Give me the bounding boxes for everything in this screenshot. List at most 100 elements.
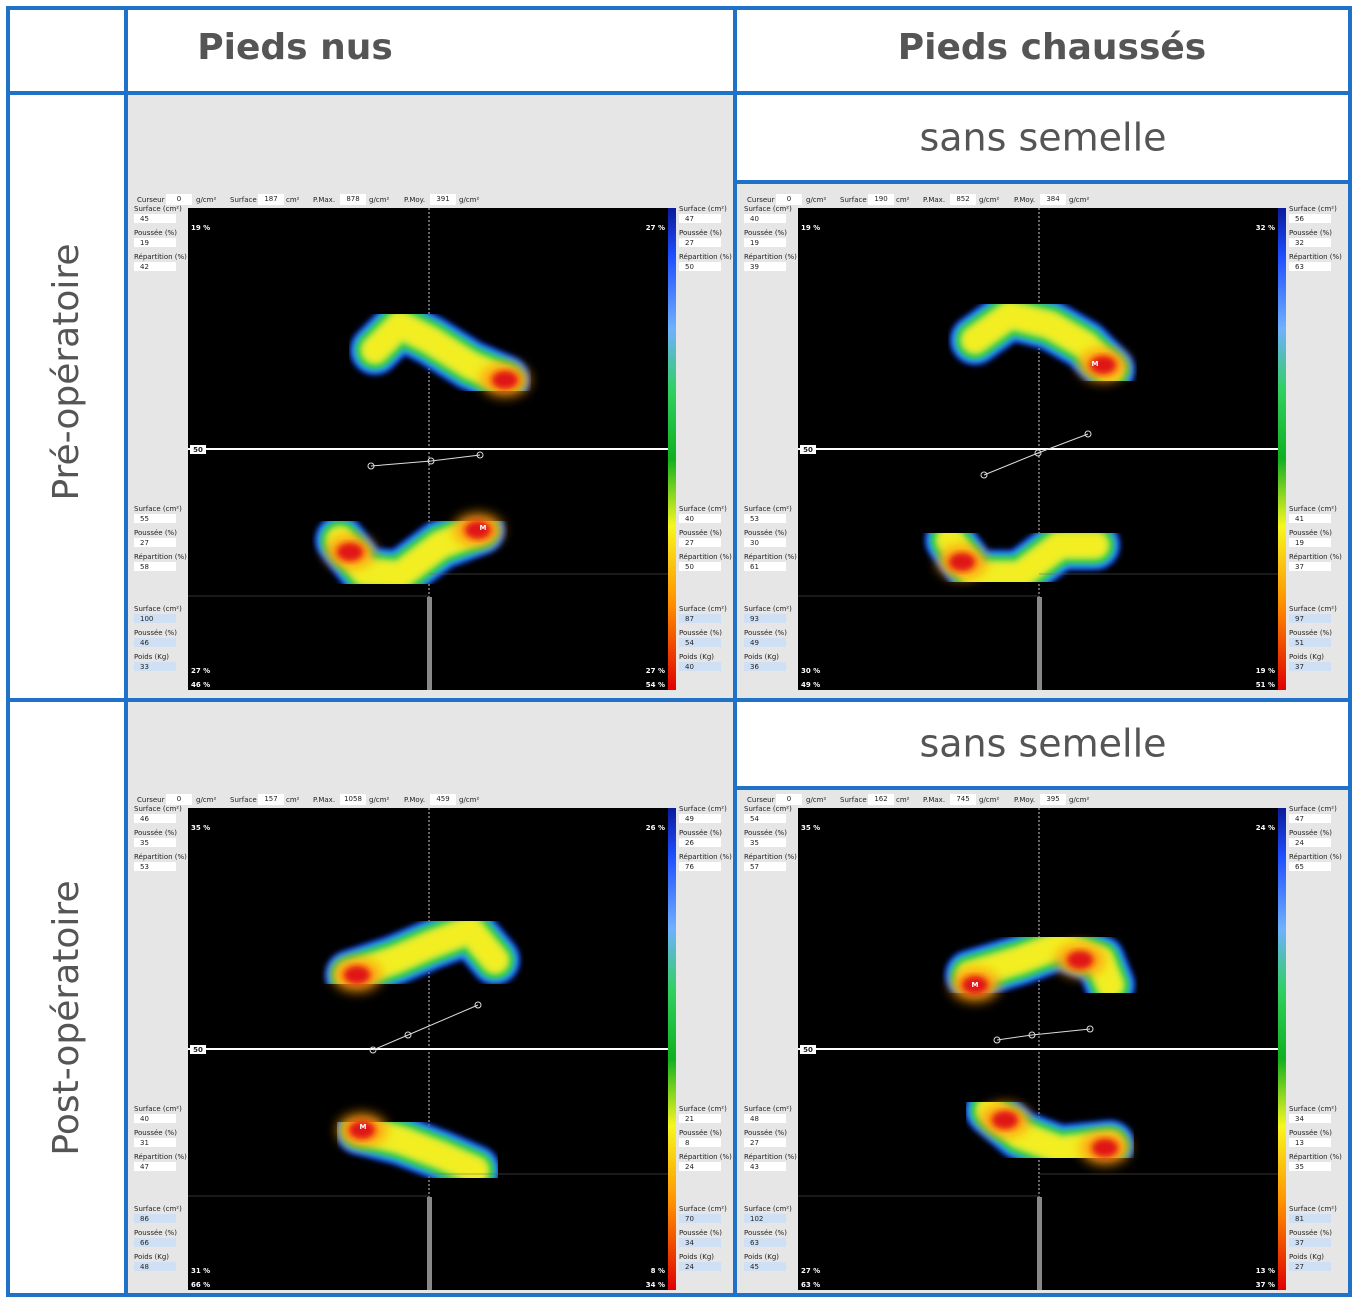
field-label: Poids (Kg): [134, 1253, 169, 1261]
field-value: 34: [685, 1239, 694, 1247]
pressure-hotspot: [344, 966, 370, 984]
field-label: Surface (cm²): [679, 1205, 727, 1213]
sub-label: sans semelle: [919, 116, 1166, 160]
comparison-table: Curseur 0 g/cm² Surface 187 cm² P.Max. 878 g/cm²…: [0, 0, 1352, 1297]
field-label: Surface (cm²): [1289, 1105, 1337, 1113]
scale-bar: [1037, 597, 1042, 690]
unit-label: g/cm²: [196, 196, 216, 204]
field-label: Surface (cm²): [1289, 605, 1337, 613]
field-value: 13: [1295, 1139, 1304, 1147]
field-label: Poussée (%): [134, 629, 177, 637]
field-value: 187: [264, 195, 277, 203]
unit-label: cm²: [286, 796, 300, 804]
field-label: Surface (cm²): [134, 505, 182, 513]
corner-percent: 13 %: [1256, 1267, 1275, 1275]
field-value: 30: [750, 539, 759, 547]
field-value: 41: [1295, 515, 1304, 523]
corner-percent: 46 %: [191, 681, 210, 689]
field-label: Poussée (%): [744, 629, 787, 637]
field-value: 53: [750, 515, 759, 523]
field-value: 19: [1295, 539, 1304, 547]
corner-percent: 51 %: [1256, 681, 1275, 689]
field-label: Poussée (%): [1289, 229, 1332, 237]
field-value: 0: [177, 195, 181, 203]
field-label: Surface: [840, 796, 867, 804]
field-label: Poussée (%): [744, 1229, 787, 1237]
midline-label: 50: [193, 1046, 203, 1054]
field-value: 8: [685, 1139, 689, 1147]
corner-percent: 8 %: [651, 1267, 665, 1275]
field-label: Surface (cm²): [744, 605, 792, 613]
field-label: Surface (cm²): [744, 805, 792, 813]
field-value: 391: [436, 195, 449, 203]
field-label: Poids (Kg): [744, 653, 779, 661]
field-label: Surface: [840, 196, 867, 204]
field-value: 63: [750, 1239, 759, 1247]
corner-percent: 54 %: [646, 681, 665, 689]
field-value: 395: [1046, 795, 1059, 803]
field-label: Surface (cm²): [679, 205, 727, 213]
field-label: Répartition (%): [1289, 1153, 1342, 1161]
field-label: Surface (cm²): [134, 805, 182, 813]
field-value: 86: [140, 1215, 149, 1223]
column-header: Pieds chaussés: [898, 27, 1206, 68]
field-value: 53: [140, 863, 149, 871]
field-value: 40: [685, 515, 694, 523]
field-value: 27: [1295, 1263, 1304, 1271]
field-label: Répartition (%): [134, 253, 187, 261]
field-value: 24: [1295, 839, 1304, 847]
sub-label: sans semelle: [919, 722, 1166, 766]
field-label: Surface (cm²): [134, 1205, 182, 1213]
field-label: P.Moy.: [404, 796, 425, 804]
field-value: 32: [1295, 239, 1304, 247]
field-value: 48: [750, 1115, 759, 1123]
max-marker: M: [480, 524, 487, 532]
field-label: Répartition (%): [744, 1153, 797, 1161]
field-label: P.Moy.: [404, 196, 425, 204]
corner-percent: 35 %: [191, 824, 210, 832]
field-label: Surface (cm²): [134, 205, 182, 213]
field-label: Surface (cm²): [679, 1105, 727, 1113]
field-label: P.Max.: [923, 796, 945, 804]
field-label: Poussée (%): [679, 829, 722, 837]
field-label: P.Max.: [313, 796, 335, 804]
field-label: Poussée (%): [1289, 829, 1332, 837]
field-label: Curseur: [747, 796, 775, 804]
field-value: 19: [750, 239, 759, 247]
unit-label: cm²: [286, 196, 300, 204]
field-label: Poussée (%): [134, 229, 177, 237]
field-value: 100: [140, 615, 153, 623]
field-label: P.Max.: [923, 196, 945, 204]
field-label: Surface (cm²): [679, 605, 727, 613]
color-scale: [668, 808, 676, 1290]
max-marker: M: [1092, 360, 1099, 368]
field-value: 19: [140, 239, 149, 247]
midline-label: 50: [193, 446, 203, 454]
field-label: Poids (Kg): [679, 653, 714, 661]
field-label: Poussée (%): [1289, 629, 1332, 637]
unit-label: g/cm²: [806, 196, 826, 204]
field-value: 878: [346, 195, 359, 203]
pressure-hotspot: [992, 1111, 1018, 1129]
field-value: 97: [1295, 615, 1304, 623]
field-value: 27: [685, 239, 694, 247]
max-marker: M: [360, 1123, 367, 1131]
field-label: Surface (cm²): [744, 505, 792, 513]
field-label: Poussée (%): [744, 1129, 787, 1137]
field-value: 35: [140, 839, 149, 847]
pressure-hotspot: [1067, 951, 1093, 969]
pressure-hotspot: [465, 521, 491, 539]
field-label: Curseur: [137, 796, 165, 804]
midline-label: 50: [803, 1046, 813, 1054]
field-value: 65: [1295, 863, 1304, 871]
field-value: 54: [685, 639, 694, 647]
field-label: Poussée (%): [134, 829, 177, 837]
field-value: 35: [1295, 1163, 1304, 1171]
field-label: Poussée (%): [1289, 1129, 1332, 1137]
color-scale: [1278, 208, 1286, 690]
unit-label: cm²: [896, 796, 910, 804]
field-label: Répartition (%): [1289, 553, 1342, 561]
page: Podometry comparison html, body { margin…: [0, 0, 1352, 1297]
